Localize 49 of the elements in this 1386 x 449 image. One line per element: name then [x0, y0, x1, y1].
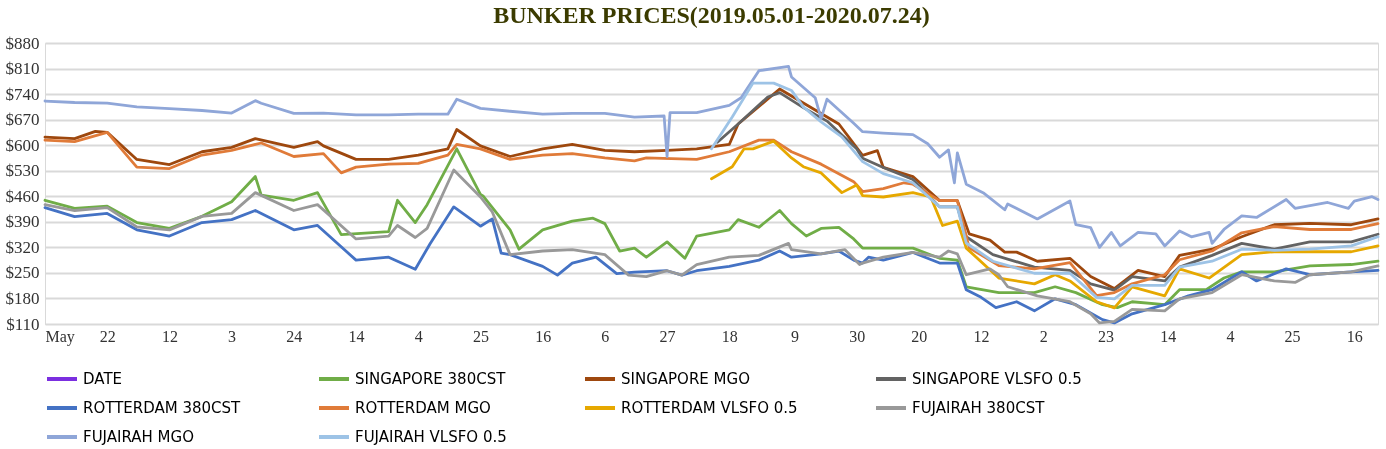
- y-tick-label: $530: [5, 161, 40, 181]
- x-tick-label: 23: [1097, 327, 1114, 345]
- x-tick-label: 12: [161, 327, 178, 345]
- legend-label: SINGAPORE 380CST: [355, 370, 507, 388]
- legend-label: SINGAPORE MGO: [621, 370, 750, 388]
- x-tick-label: May: [45, 327, 75, 346]
- x-tick-label: 2: [1039, 327, 1048, 345]
- x-tick-label: 27: [659, 327, 676, 345]
- y-tick-label: $180: [5, 288, 40, 308]
- x-tick-label: 25: [1284, 327, 1301, 345]
- y-tick-label: $460: [5, 186, 40, 206]
- y-tick-label: $880: [5, 33, 40, 53]
- legend-label: FUJAIRAH VLSFO 0.5: [355, 428, 507, 446]
- line-series: [43, 64, 1380, 249]
- x-tick-label: 14: [1160, 327, 1177, 345]
- legend-label: FUJAIRAH MGO: [83, 428, 194, 446]
- x-tick-label: 18: [721, 327, 738, 345]
- x-tick-label: 24: [286, 327, 303, 345]
- line-series: [710, 139, 1380, 310]
- x-tick-label: 16: [1346, 327, 1363, 345]
- x-tick-label: 9: [790, 327, 799, 345]
- line-series: [43, 168, 1380, 325]
- legend-label: FUJAIRAH 380CST: [912, 399, 1046, 417]
- x-tick-label: 4: [1226, 327, 1235, 345]
- x-tick-label: 25: [472, 327, 489, 345]
- x-tick-label: 16: [535, 327, 552, 345]
- y-tick-label: $810: [5, 59, 40, 79]
- y-tick-label: $390: [5, 212, 40, 232]
- legend-label: DATE: [83, 370, 123, 388]
- x-tick-label: 20: [911, 327, 928, 345]
- legend-label: ROTTERDAM 380CST: [83, 399, 242, 417]
- y-tick-label: $740: [5, 84, 40, 104]
- y-tick-label: $600: [5, 135, 40, 155]
- legend-label: ROTTERDAM VLSFO 0.5: [621, 399, 798, 417]
- x-tick-label: 14: [348, 327, 365, 345]
- x-tick-label: 3: [228, 327, 237, 345]
- chart-title: BUNKER PRICES(2019.05.01-2020.07.24): [493, 2, 930, 28]
- y-tick-label: $320: [5, 237, 40, 257]
- line-series: [43, 131, 1380, 297]
- y-tick-label: $670: [5, 110, 40, 130]
- x-tick-label: 4: [414, 327, 423, 345]
- x-tick-label: 30: [849, 327, 866, 345]
- x-tick-label: 22: [99, 327, 116, 345]
- legend-label: ROTTERDAM MGO: [355, 399, 491, 417]
- legend-label: SINGAPORE VLSFO 0.5: [912, 370, 1082, 388]
- y-tick-label: $250: [5, 263, 40, 283]
- y-tick-label: $110: [6, 314, 40, 334]
- x-tick-label: 12: [973, 327, 990, 345]
- x-tick-label: 6: [601, 327, 610, 345]
